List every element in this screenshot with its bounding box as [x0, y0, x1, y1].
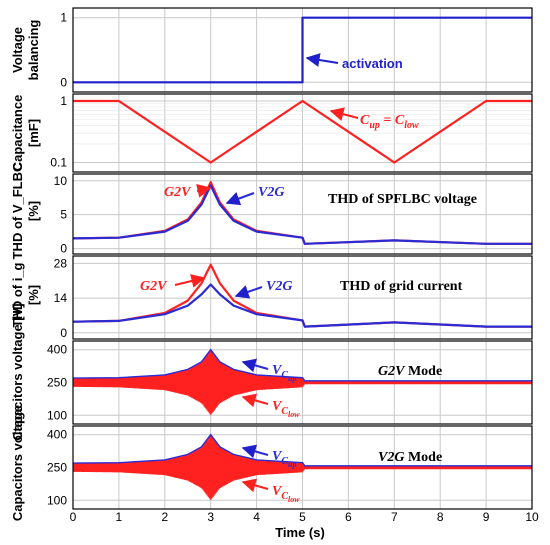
panel-1-ylabel: Voltage balancing: [10, 20, 41, 81]
y-tick-label: 0: [60, 75, 67, 89]
panel-frame: [72, 425, 533, 510]
g2v-arrow: [196, 184, 212, 198]
y-tick-label: 400: [47, 343, 67, 357]
annotation-thd-v: G2V V2G THD of SPFLBC voltage: [164, 184, 477, 207]
y-tick-label: 10: [54, 174, 68, 188]
vclow-label: VClow: [272, 399, 300, 419]
y-tick-label: 14: [54, 291, 68, 305]
cup-eq-clow-arrow: [329, 107, 359, 121]
panel-capacitors-voltage-v2g: 100 250 400: [47, 425, 533, 510]
panel-capacitors-voltage-g2v: 100 250 400: [47, 340, 533, 425]
series-envelope-vcup: [72, 433, 532, 467]
y-tick-label: 5: [60, 208, 67, 222]
annotation-activation: activation: [305, 53, 403, 71]
ylabel-line-2: [%]: [26, 201, 41, 221]
x-tick-label: 7: [391, 510, 398, 524]
v2g-mode-title: V2G Mode: [378, 450, 442, 465]
x-axis-ticks: 0 1 2 3 4 5 6 7 8 9 10: [70, 510, 539, 524]
ylabel-line-1: Capacitance: [10, 95, 25, 172]
vclow-arrow: [241, 478, 269, 493]
y-tick-label: 0.1: [50, 155, 67, 169]
panel-frame: [72, 255, 533, 340]
g2v-label: G2V: [140, 279, 168, 294]
ylabel-line-1: Capacitors voltage: [10, 405, 25, 521]
thd-v-title: THD of SPFLBC voltage: [328, 192, 477, 207]
x-tick-label: 10: [525, 510, 539, 524]
panel-5-ylabel: Capacitors voltage [V]: [10, 303, 25, 440]
x-axis-label: Time (s): [275, 525, 325, 540]
panel-thd-vflbc: 0 5 10: [54, 173, 533, 256]
g2v-mode-title: G2V Mode: [378, 364, 442, 379]
panel-thd-grid-current: 0 14 28: [54, 255, 533, 340]
vclow-label: VClow: [272, 484, 300, 504]
y-tick-label: 400: [47, 428, 67, 442]
activation-arrow: [305, 53, 339, 67]
panel-2-ylabel: Capacitance [mF]: [10, 95, 41, 172]
annotation-thd-ig: G2V V2G THD of grid current: [140, 274, 463, 299]
activation-label: activation: [342, 56, 403, 71]
y-tick-label: 100: [47, 493, 67, 507]
ylabel-line-1: Capacitors voltage [V]: [10, 303, 25, 440]
v2g-label: V2G: [266, 279, 292, 294]
panel-capacitance: 0.11: [50, 93, 533, 173]
panel-frame: [72, 93, 533, 173]
ylabel-line-2: [%]: [26, 285, 41, 305]
y-tick-label: 0: [60, 326, 67, 340]
y-tick-label: 250: [47, 461, 67, 475]
x-tick-label: 3: [207, 510, 214, 524]
v2g-arrow: [234, 285, 263, 299]
annotation-cap-g2v: VCup VClow G2V Mode: [241, 358, 442, 419]
x-tick-label: 5: [299, 510, 306, 524]
x-tick-label: 2: [161, 510, 168, 524]
v2g-label: V2G: [258, 185, 284, 200]
ylabel-line-1: THD of V_FLBC: [10, 162, 25, 259]
panel-3-ylabel: THD of V_FLBC [%]: [10, 162, 41, 259]
x-tick-label: 6: [345, 510, 352, 524]
y-tick-label: 28: [54, 256, 68, 270]
ylabel-line-2: balancing: [26, 20, 41, 81]
x-tick-label: 8: [437, 510, 444, 524]
x-tick-label: 1: [116, 510, 123, 524]
series-line-s0: [73, 16, 532, 84]
y-tick-label: 1: [60, 94, 67, 108]
series-line-s0: [73, 99, 532, 164]
panel-6-ylabel: Capacitors voltage: [10, 405, 25, 521]
panel-voltage-balancing: 01: [60, 7, 533, 93]
x-tick-label: 0: [70, 510, 77, 524]
x-tick-label: 9: [483, 510, 490, 524]
x-tick-label: 4: [253, 510, 260, 524]
vcup-arrow: [241, 358, 269, 373]
annotation-cap-v2g: VCup VClow V2G Mode: [241, 444, 442, 504]
series-line-v2g: [72, 184, 532, 245]
vclow-arrow: [241, 393, 269, 408]
series-envelope-vcup: [72, 348, 532, 382]
y-tick-label: 0: [60, 242, 67, 256]
cup-eq-clow-label: Cup = Clow: [360, 113, 419, 131]
thd-ig-title: THD of grid current: [340, 279, 463, 294]
y-tick-label: 250: [47, 376, 67, 390]
series-line-v2g: [72, 283, 532, 328]
panel-frame: [72, 7, 533, 93]
vcup-arrow: [241, 444, 269, 459]
panel-frame: [72, 340, 533, 425]
y-tick-label: 1: [60, 11, 67, 25]
g2v-arrow: [174, 274, 206, 288]
g2v-label: G2V: [164, 185, 192, 200]
panel-frame: [72, 173, 533, 255]
v2g-arrow: [225, 192, 255, 206]
ylabel-line-2: [mF]: [26, 119, 41, 147]
panel-4-ylabel: THD of i_g [%]: [10, 262, 41, 327]
y-tick-label: 100: [47, 408, 67, 422]
ylabel-line-1: Voltage: [10, 27, 25, 73]
ylabel-line-1: THD of i_g: [10, 262, 25, 327]
